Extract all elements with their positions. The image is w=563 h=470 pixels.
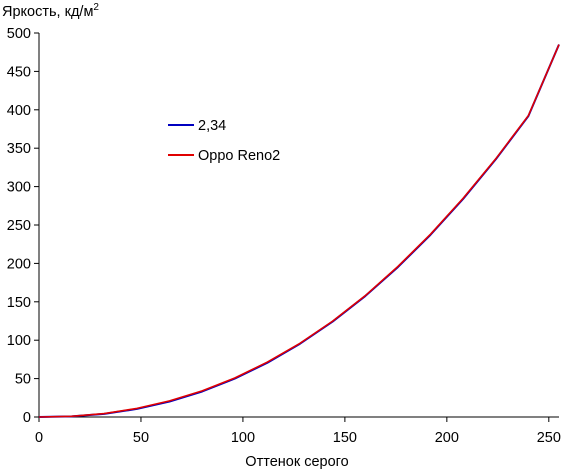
y-tick-label: 400 (7, 103, 31, 119)
y-ticks: 0 50 100 150 200 250 300 350 400 450 500 (7, 26, 39, 426)
series-group (38, 44, 560, 418)
x-tick-label: 150 (333, 430, 357, 446)
y-tick-label: 0 (23, 410, 31, 426)
y-tick-label: 450 (7, 64, 31, 80)
x-axis-title: Оттенок серого (245, 454, 348, 470)
y-tick-label: 100 (7, 333, 31, 349)
legend-label-0: 2,34 (198, 118, 226, 134)
y-tick-label: 250 (7, 218, 31, 234)
x-tick-label: 0 (35, 430, 43, 446)
x-tick-label: 50 (133, 430, 149, 446)
y-tick-label: 200 (7, 256, 31, 272)
y-tick-label: 500 (7, 26, 31, 42)
y-tick-label: 350 (7, 141, 31, 157)
legend: 2,34 Oppo Reno2 (168, 118, 280, 164)
series-line-1 (38, 44, 560, 418)
x-tick-label: 200 (435, 430, 459, 446)
x-tick-label: 250 (537, 430, 561, 446)
y-tick-label: 50 (15, 372, 31, 388)
series-line-0 (38, 44, 560, 418)
axes (38, 33, 559, 418)
y-tick-label: 300 (7, 180, 31, 196)
y-axis-title-superscript: 2 (93, 2, 99, 13)
y-axis-title: Яркость, кд/м2 (2, 2, 99, 20)
x-tick-label: 100 (231, 430, 255, 446)
legend-label-1: Oppo Reno2 (198, 148, 280, 164)
x-ticks: 0 50 100 150 200 250 (35, 417, 561, 446)
y-tick-label: 150 (7, 295, 31, 311)
